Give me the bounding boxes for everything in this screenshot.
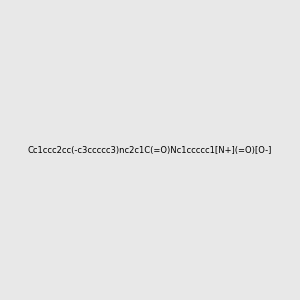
Text: Cc1ccc2cc(-c3ccccc3)nc2c1C(=O)Nc1ccccc1[N+](=O)[O-]: Cc1ccc2cc(-c3ccccc3)nc2c1C(=O)Nc1ccccc1[… [28, 146, 272, 154]
